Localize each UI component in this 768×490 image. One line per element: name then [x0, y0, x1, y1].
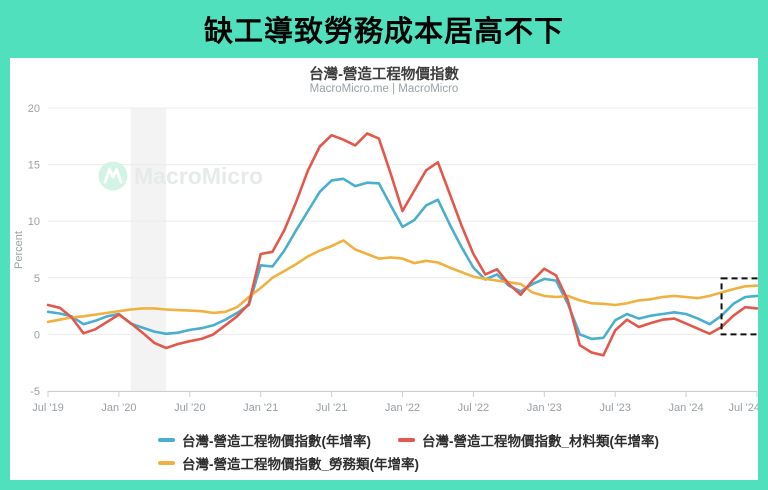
x-tick-label: Jan '23 [527, 402, 562, 414]
x-tick-label: Jan '22 [385, 402, 420, 414]
legend-marker-yellow-icon [158, 461, 175, 465]
macromicro-m-glyph [103, 168, 123, 184]
x-tick-label: Jul '20 [174, 402, 205, 414]
x-tick-label: Jan '21 [243, 402, 278, 414]
legend-item-labor[interactable]: 台灣-營造工程物價指數_勞務類(年增率) [158, 453, 419, 473]
y-tick-label: 15 [28, 160, 40, 172]
legend-marker-blue-icon [158, 438, 175, 442]
y-tick-label: -5 [30, 386, 40, 398]
x-tick-label: Jul '21 [316, 402, 347, 414]
series-line-1 [46, 132, 758, 357]
legend-marker-red-icon [398, 438, 415, 442]
chart-subtitle: MacroMicro.me | MacroMicro [309, 83, 459, 95]
x-tick-label: Jul '22 [458, 402, 489, 414]
x-tick-label: Jul '23 [599, 402, 630, 414]
legend-item-materials[interactable]: 台灣-營造工程物價指數_材料類(年增率) [398, 430, 659, 450]
legend-label-overall: 台灣-營造工程物價指數(年增率) [182, 434, 371, 449]
legend-item-overall[interactable]: 台灣-營造工程物價指數(年增率) [158, 430, 371, 450]
y-tick-label: 10 [28, 216, 40, 228]
x-tick-label: Jan '24 [669, 402, 704, 414]
legend-label-labor: 台灣-營造工程物價指數_勞務類(年增率) [182, 457, 419, 472]
y-tick-label: 20 [28, 103, 40, 115]
legend-label-materials: 台灣-營造工程物價指數_材料類(年增率) [422, 434, 659, 449]
series-line-2 [46, 239, 758, 324]
series-line-0 [46, 177, 758, 341]
y-axis-label: Percent [13, 231, 25, 269]
y-tick-label: 5 [34, 273, 40, 285]
x-tick-label: Jul '24 [729, 402, 758, 414]
banner-title: 缺工導致勞務成本居高不下 [203, 16, 564, 48]
chart-title: 台灣-營造工程物價指數 [309, 67, 459, 83]
banner: 缺工導致勞務成本居高不下 [0, 0, 768, 58]
chart-canvas: 20 15 10 5 0 -5 Percent MacroMicro Jul '19 Jan '2… [13, 103, 758, 414]
watermark-text: MacroMicro [134, 163, 263, 189]
x-tick-label: Jan '20 [101, 402, 136, 414]
recession-band [130, 108, 167, 391]
x-tick-label: Jul '19 [32, 402, 63, 414]
highlight-box [720, 277, 758, 336]
y-tick-label: 0 [34, 329, 40, 341]
chart-card: 台灣-營造工程物價指數 MacroMicro.me | MacroMicro 2… [10, 58, 758, 480]
